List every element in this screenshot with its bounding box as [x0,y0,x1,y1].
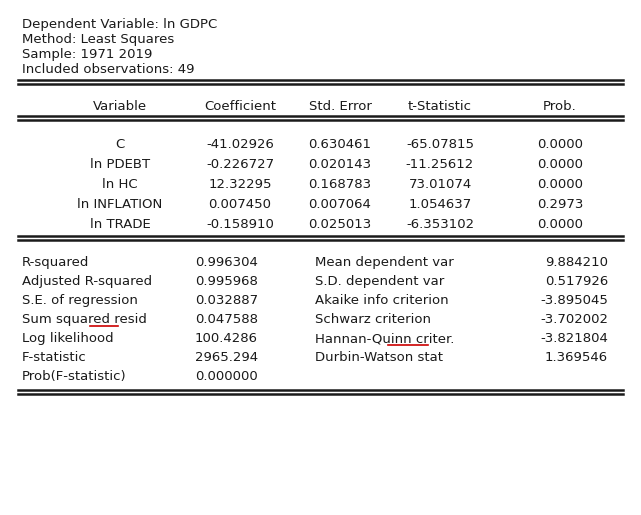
Text: -3.702002: -3.702002 [540,313,608,326]
Text: Sample: 1971 2019: Sample: 1971 2019 [22,48,153,61]
Text: ln INFLATION: ln INFLATION [78,198,163,211]
Text: -3.895045: -3.895045 [540,294,608,307]
Text: Durbin-Watson stat: Durbin-Watson stat [315,351,443,364]
Text: F-statistic: F-statistic [22,351,87,364]
Text: 0.007064: 0.007064 [308,198,371,211]
Text: 1.054637: 1.054637 [408,198,472,211]
Text: 0.000000: 0.000000 [195,370,258,383]
Text: 12.32295: 12.32295 [208,178,272,191]
Text: Adjusted R-squared: Adjusted R-squared [22,275,152,288]
Text: -65.07815: -65.07815 [406,138,474,151]
Text: 9.884210: 9.884210 [545,256,608,269]
Text: 0.0000: 0.0000 [537,178,583,191]
Text: 0.0000: 0.0000 [537,158,583,171]
Text: S.D. dependent var: S.D. dependent var [315,275,444,288]
Text: Hannan-Quinn criter.: Hannan-Quinn criter. [315,332,454,345]
Text: 0.020143: 0.020143 [308,158,372,171]
Text: Included observations: 49: Included observations: 49 [22,63,194,76]
Text: Akaike info criterion: Akaike info criterion [315,294,449,307]
Text: 0.996304: 0.996304 [195,256,258,269]
Text: ln HC: ln HC [102,178,138,191]
Text: Std. Error: Std. Error [308,100,371,113]
Text: Coefficient: Coefficient [204,100,276,113]
Text: Prob.: Prob. [543,100,577,113]
Text: Schwarz criterion: Schwarz criterion [315,313,431,326]
Text: 0.007450: 0.007450 [208,198,272,211]
Text: 0.517926: 0.517926 [545,275,608,288]
Text: 73.01074: 73.01074 [408,178,472,191]
Text: -41.02926: -41.02926 [206,138,274,151]
Text: 0.0000: 0.0000 [537,138,583,151]
Text: 0.2973: 0.2973 [537,198,583,211]
Text: C: C [115,138,124,151]
Text: 0.025013: 0.025013 [308,218,372,231]
Text: 100.4286: 100.4286 [195,332,258,345]
Text: 0.995968: 0.995968 [195,275,258,288]
Text: Log likelihood: Log likelihood [22,332,113,345]
Text: 0.0000: 0.0000 [537,218,583,231]
Text: Mean dependent var: Mean dependent var [315,256,454,269]
Text: Dependent Variable: ln GDPC: Dependent Variable: ln GDPC [22,18,217,31]
Text: 2965.294: 2965.294 [195,351,258,364]
Text: 0.032887: 0.032887 [195,294,258,307]
Text: -3.821804: -3.821804 [540,332,608,345]
Text: t-Statistic: t-Statistic [408,100,472,113]
Text: R-squared: R-squared [22,256,89,269]
Text: 0.630461: 0.630461 [308,138,372,151]
Text: S.E. of regression: S.E. of regression [22,294,138,307]
Text: Prob(F-statistic): Prob(F-statistic) [22,370,127,383]
Text: Method: Least Squares: Method: Least Squares [22,33,174,46]
Text: Sum squared resid: Sum squared resid [22,313,147,326]
Text: -0.226727: -0.226727 [206,158,274,171]
Text: 0.168783: 0.168783 [308,178,372,191]
Text: 1.369546: 1.369546 [545,351,608,364]
Text: ln PDEBT: ln PDEBT [90,158,150,171]
Text: 0.047588: 0.047588 [195,313,258,326]
Text: -11.25612: -11.25612 [406,158,474,171]
Text: Variable: Variable [93,100,147,113]
Text: ln TRADE: ln TRADE [90,218,151,231]
Text: -6.353102: -6.353102 [406,218,474,231]
Text: -0.158910: -0.158910 [206,218,274,231]
